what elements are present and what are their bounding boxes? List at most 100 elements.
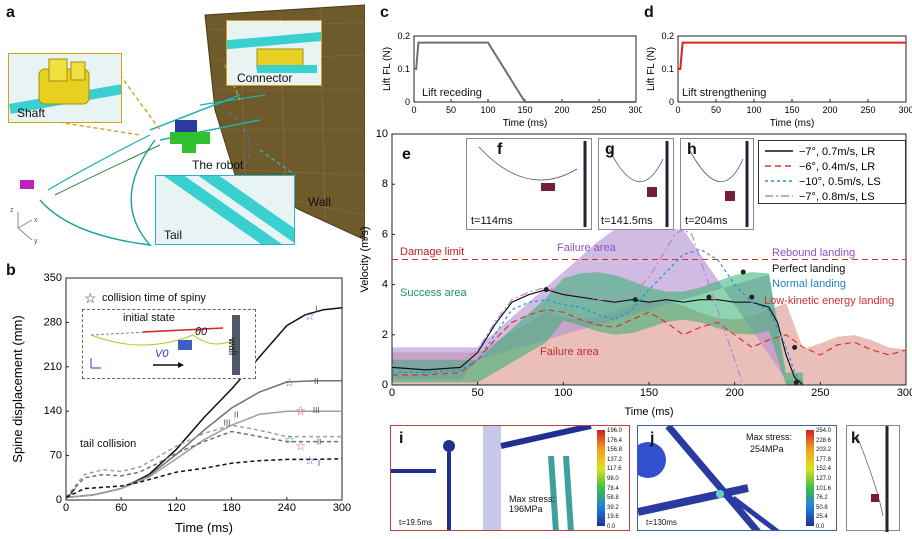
xtick-label-d: 50 <box>711 105 721 115</box>
ytick-label-e: 0 <box>382 379 388 391</box>
stress-j-title: Max stress: <box>746 432 793 442</box>
curve-id-label: III <box>224 419 231 428</box>
time-i: t=19.5ms <box>399 518 433 527</box>
colorbar-tick: 127.0 <box>816 476 832 482</box>
robot-body <box>175 120 197 134</box>
wall-label: Wall <box>308 195 331 209</box>
tail-label: Tail <box>164 228 183 242</box>
panel-label-c: c <box>380 4 389 21</box>
ytick-label-e: 4 <box>382 279 388 291</box>
ytick-label-d: 0.1 <box>661 64 674 74</box>
xtick-label-c: 250 <box>591 105 606 115</box>
colorbar-tick: 254.0 <box>816 428 832 434</box>
chart-e: 0 50 100 150 200 250 300 0 2 4 6 8 10 Time (ms) Veloci… <box>359 128 912 418</box>
colorbar-tick: 76.2 <box>816 495 828 502</box>
rebound-landing-label: Rebound landing <box>772 247 856 259</box>
time-j: t=130ms <box>646 518 677 527</box>
colorbar-tick: 25.4 <box>816 514 828 521</box>
inset-theta: θ0 <box>195 326 208 338</box>
series-e-1005msLS <box>392 248 804 386</box>
landing-marker <box>740 269 746 275</box>
colorbar-tick: 228.6 <box>816 437 832 444</box>
legend-e: −7°, 0.7m/s, LR −6°, 0.4m/s, LR −10°, 0.5m… <box>758 140 906 204</box>
svg-text:y: y <box>34 238 38 245</box>
initial-state-inset: initial state θ0 V0 wall <box>82 309 256 379</box>
inset-g: g t=141.5ms <box>598 138 674 230</box>
xtick-label-d: 0 <box>675 105 680 115</box>
star-legend-text: collision time of spiny <box>102 292 206 304</box>
inset-velocity: V0 <box>155 348 169 360</box>
xtick-label-b: 0 <box>63 502 69 514</box>
inset-j: Max stress: 254MPa t=130ms j 254.0 228.6 2… <box>637 425 837 531</box>
collision-star: ☆ <box>284 433 295 447</box>
failure-area-bottom-label: Failure area <box>540 346 599 358</box>
xtick-label-e: 200 <box>725 387 743 399</box>
landing-marker <box>632 297 638 303</box>
xtick-label-c: 300 <box>628 105 642 115</box>
lift-strengthening-label: Lift strengthening <box>682 87 767 99</box>
panel-label-h: h <box>687 141 697 158</box>
xtick-label-d: 150 <box>784 105 799 115</box>
colorbar-i-labels: 196.0 176.4 156.8 137.2 117.6 98.0 78.4 58.8 39.… <box>607 428 629 530</box>
series-e-708msLS <box>392 228 744 386</box>
series-b-III <box>65 410 342 499</box>
inset-title: initial state <box>123 312 175 324</box>
panel-label-i: i <box>399 430 404 447</box>
damage-limit-label: Damage limit <box>400 246 465 258</box>
legend-entry: −7°, 0.8m/s, LS <box>799 191 875 203</box>
curve-id-label: I <box>318 459 320 468</box>
connector-inset: Connector <box>226 20 322 86</box>
time-h: t=204ms <box>685 215 728 227</box>
colorbar-tick: 101.6 <box>816 485 832 492</box>
time-f: t=114ms <box>471 215 513 227</box>
time-g: t=141.5ms <box>601 215 653 227</box>
xtick-label-e: 50 <box>472 387 484 399</box>
xtick-label-c: 0 <box>411 105 416 115</box>
xtick-label-b: 120 <box>167 502 185 514</box>
colorbar-tick: 50.8 <box>816 504 828 511</box>
colorbar-tick: 137.2 <box>607 456 623 463</box>
landing-marker <box>706 294 712 300</box>
tail-collision-pointer <box>67 488 76 498</box>
legend-entry: −10°, 0.5m/s, LS <box>799 176 881 188</box>
curve-id-label: III <box>313 406 320 415</box>
ytick-label-c: 0.2 <box>397 31 410 41</box>
xtick-label-c: 150 <box>517 105 532 115</box>
colorbar-tick: 19.6 <box>607 514 619 521</box>
collision-star: ☆ <box>295 404 306 418</box>
colorbar-tick: 203.2 <box>816 447 832 454</box>
svg-text:z: z <box>10 207 14 214</box>
ytick-label-e: 2 <box>382 329 388 341</box>
tail-tip <box>20 180 34 189</box>
collision-star: ☆ <box>304 309 315 323</box>
xlabel-c: Time (ms) <box>503 118 548 129</box>
stress-i: Max stress: 196MPa <box>509 494 556 514</box>
collision-star: ☆ <box>295 439 306 453</box>
lift-receding-label: Lift receding <box>422 87 482 99</box>
series-c-lift <box>414 41 636 103</box>
series-b-IId <box>65 430 342 499</box>
plot-frame-b <box>65 277 343 501</box>
xlabel-d: Time (ms) <box>770 118 815 129</box>
series-e-707msLR <box>391 288 804 386</box>
xtick-label-d: 300 <box>898 105 912 115</box>
ylabel-b: Spine displacement (mm) <box>10 315 25 462</box>
colorbar-tick: 78.4 <box>607 485 619 492</box>
inset-k: k <box>846 425 900 532</box>
colorbar-j <box>806 430 814 526</box>
panel-label-a: a <box>6 4 15 21</box>
tail-inset: Tail <box>155 175 295 245</box>
xtick-label-b: 60 <box>115 502 127 514</box>
panel-label-b: b <box>6 262 16 279</box>
series-d-lift <box>678 41 906 70</box>
success-area <box>392 272 804 385</box>
panel-label-g: g <box>605 141 615 158</box>
inset-wall: wall <box>226 338 237 356</box>
star-legend-icon: ☆ <box>84 290 97 306</box>
inset-i: Max stress: 196MPa t=19.5ms i 196.0 176.4… <box>390 425 630 531</box>
xlabel-b: Time (ms) <box>175 520 233 535</box>
tail-collision-label: tail collision <box>80 438 137 450</box>
curve-id-label: II <box>317 438 321 447</box>
legend-entry: −7°, 0.7m/s, LR <box>799 146 875 158</box>
shaft-inset: Shaft <box>8 53 122 123</box>
